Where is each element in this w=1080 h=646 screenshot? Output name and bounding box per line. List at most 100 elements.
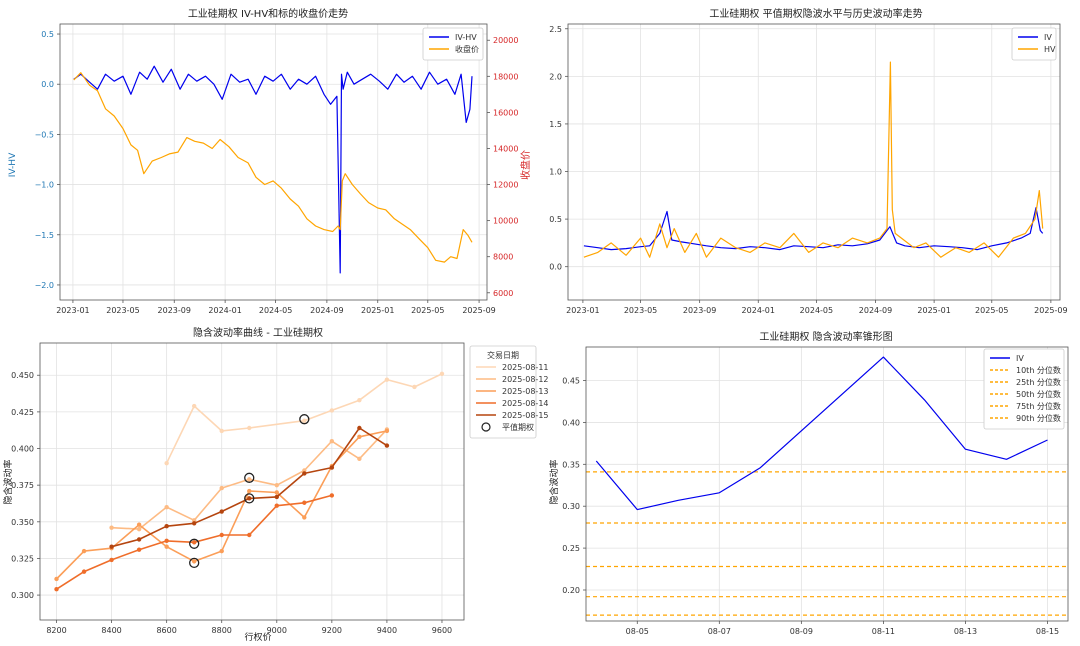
- x-tick-label: 2023-01: [566, 306, 599, 315]
- x-tick-label: 2025-05: [975, 306, 1008, 315]
- x-tick-label: 2024-01: [208, 306, 241, 315]
- atm-marker: [189, 538, 200, 549]
- y-tick-label: 0.5: [549, 215, 562, 224]
- y2-tick-label: 16000: [493, 108, 518, 117]
- series-point: [191, 540, 197, 545]
- x-tick-label: 2024-05: [800, 306, 833, 315]
- chart2-grid: [568, 24, 1060, 300]
- series-point: [219, 548, 224, 554]
- y2-tick-label: 6000: [493, 289, 513, 298]
- y-tick-label: 0.40: [562, 418, 580, 427]
- y-tick-label: −1.5: [35, 231, 54, 240]
- series-line-2025-08-15: [111, 427, 388, 548]
- series-point: [219, 532, 224, 538]
- chart4-ylabel: 隐含波动率: [548, 459, 560, 504]
- y-tick-label: 0.45: [562, 377, 580, 386]
- x-tick-label: 2024-09: [859, 306, 892, 315]
- series-point: [109, 557, 114, 563]
- y-tick-label: 0.20: [562, 586, 580, 595]
- y-tick-label: 0.425: [11, 408, 34, 417]
- x-tick-label: 2023-05: [624, 306, 657, 315]
- chart2-legend: IV HV: [1011, 27, 1057, 61]
- legend-label: IV: [1044, 33, 1052, 42]
- x-tick-label: 9600: [432, 626, 452, 635]
- x-tick-label: 9200: [322, 626, 342, 635]
- x-tick-label: 9400: [377, 626, 397, 635]
- series-point: [54, 587, 59, 592]
- x-tick-label: 08-13: [954, 627, 977, 636]
- legend-label: IV-HV: [455, 33, 477, 42]
- series-point: [219, 509, 224, 514]
- chart4-axes: 08-05 08-07 08-09 08-11 08-13 08-15 0.20 0.25 0.…: [562, 346, 1069, 636]
- chart1-ylabel: IV-HV: [8, 152, 18, 177]
- series-point: [109, 544, 114, 549]
- series-point: [219, 428, 224, 434]
- series-point: [81, 548, 87, 554]
- atm-marker: [244, 493, 255, 504]
- legend-marker: [481, 422, 491, 432]
- y-tick-label: 2.0: [549, 72, 562, 81]
- x-tick-label: 2023-09: [683, 306, 716, 315]
- y-tick-label: 0.0: [41, 80, 54, 89]
- chart4-series: [586, 356, 1068, 616]
- series-point: [274, 482, 279, 488]
- chart1-series: [73, 65, 473, 274]
- y-tick-label: 0.350: [11, 518, 34, 527]
- series-point: [164, 460, 169, 466]
- chart1-axes: 2023-01 2023-05 2023-09 2024-01 2024-05 2024-…: [35, 23, 518, 315]
- chart-iv-smile: 隐含波动率曲线 - 工业硅期权 行权价 隐含波动率 8200 8400 8600 88…: [2, 326, 549, 643]
- x-tick-label: 2024-05: [259, 306, 292, 315]
- x-tick-label: 8400: [101, 626, 121, 635]
- y2-tick-label: 18000: [493, 72, 518, 81]
- series-point: [274, 503, 279, 508]
- legend-box: [983, 348, 1065, 430]
- series-line-close: [73, 72, 473, 263]
- series-point: [329, 465, 335, 470]
- series-point: [191, 521, 197, 526]
- y-tick-label: 0.300: [11, 591, 34, 600]
- legend-label: HV: [1044, 45, 1056, 54]
- x-tick-label: 08-15: [1036, 627, 1059, 636]
- series-point: [357, 425, 362, 431]
- chart1-ylabel2: 收盘价: [519, 150, 532, 180]
- y2-tick-label: 14000: [493, 144, 518, 153]
- y-tick-label: 0.35: [562, 460, 580, 469]
- chart2-axes: 2023-01 2023-05 2023-09 2024-01 2024-05 2024-…: [549, 23, 1068, 315]
- legend-label: 10th 分位数: [1016, 365, 1061, 375]
- legend-label: 2025-08-12: [502, 375, 549, 384]
- legend-box: [1011, 27, 1057, 61]
- x-tick-label: 08-07: [708, 627, 731, 636]
- series-point: [274, 494, 279, 500]
- x-tick-label: 8200: [46, 626, 66, 635]
- y-tick-label: 1.0: [549, 168, 562, 177]
- legend-label: 2025-08-15: [502, 411, 549, 420]
- series-point: [302, 500, 307, 505]
- legend-label: 50th 分位数: [1016, 389, 1061, 399]
- series-point: [191, 559, 197, 564]
- series-point: [164, 538, 169, 544]
- x-tick-label: 2025-05: [411, 306, 444, 315]
- y-tick-label: 0.30: [562, 502, 580, 511]
- series-point: [357, 434, 362, 439]
- x-tick-label: 9000: [267, 626, 287, 635]
- x-tick-label: 8800: [212, 626, 232, 635]
- series-point: [302, 471, 307, 476]
- series-point: [164, 524, 169, 529]
- y-tick-label: 0.5: [41, 30, 54, 39]
- legend-label: 25th 分位数: [1016, 377, 1061, 387]
- atm-marker: [299, 414, 310, 425]
- legend-label: IV: [1016, 354, 1024, 363]
- chart4-legend: IV 10th 分位数 25th 分位数 50th 分位数 75th 分位数 90th 分…: [983, 348, 1065, 430]
- series-line-iv: [583, 207, 1044, 251]
- legend-label: 收盘价: [455, 44, 479, 54]
- chart4-title: 工业硅期权 隐含波动率锥形图: [759, 330, 892, 343]
- x-tick-label: 08-09: [790, 627, 813, 636]
- series-point: [136, 522, 142, 527]
- y-tick-label: 0.0: [549, 263, 562, 272]
- y2-tick-label: 10000: [493, 217, 518, 226]
- y-tick-label: −2.0: [35, 281, 54, 290]
- legend-label: 2025-08-13: [502, 387, 549, 396]
- legend-label: 平值期权: [502, 422, 534, 432]
- chart3-axes: 8200 8400 8600 8800 9000 9200 9400 9600 0.300 0.3…: [11, 342, 465, 635]
